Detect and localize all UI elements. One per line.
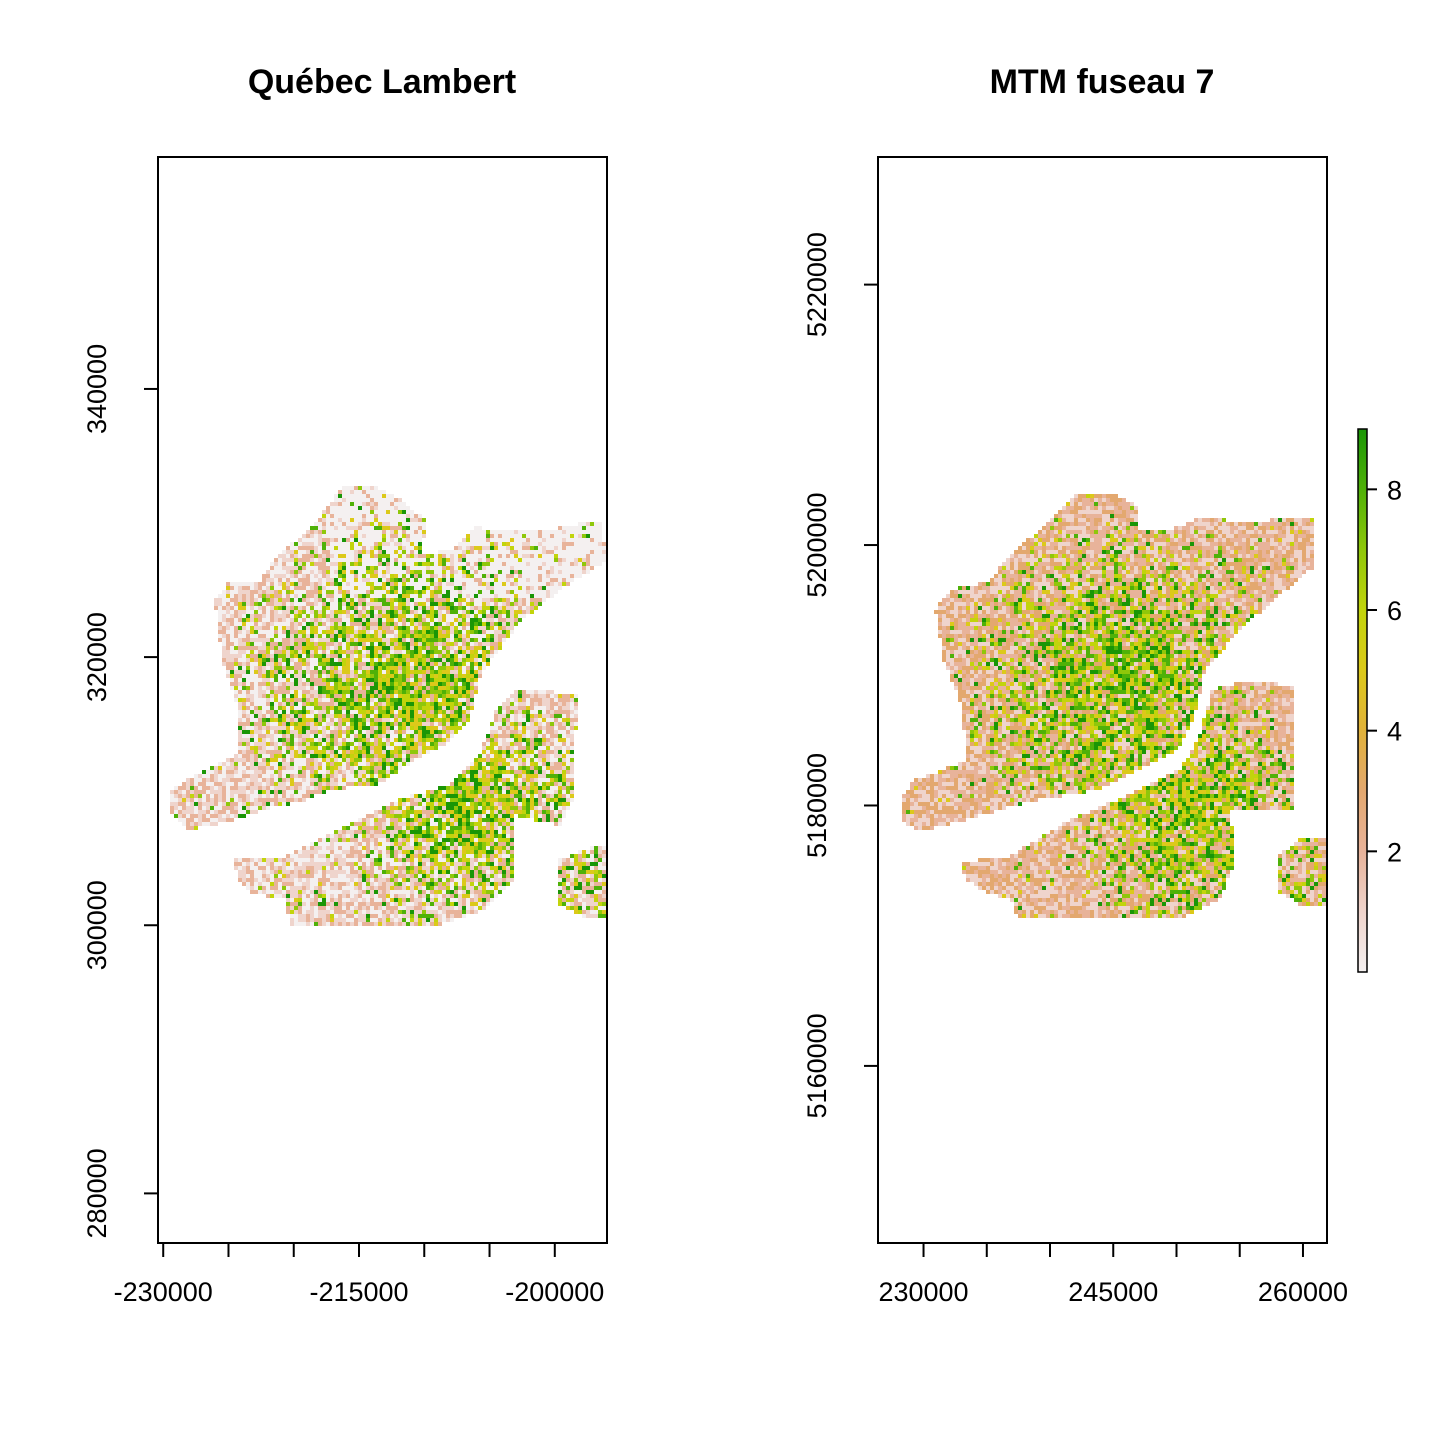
y-tick-label: 5160000 bbox=[802, 1013, 832, 1118]
y-tick-label: 280000 bbox=[82, 1148, 112, 1238]
y-tick-label: 320000 bbox=[82, 612, 112, 702]
panel-title-quebec-lambert: Québec Lambert bbox=[248, 63, 516, 101]
land-cover-raster-mtm-fuseau-7 bbox=[902, 494, 1326, 918]
x-tick-label: 245000 bbox=[1068, 1277, 1158, 1307]
x-tick-label: -215000 bbox=[309, 1277, 408, 1307]
y-tick-label: 5200000 bbox=[802, 492, 832, 597]
legend-color-ramp bbox=[1357, 428, 1368, 973]
x-tick-label: -200000 bbox=[505, 1277, 604, 1307]
panel-quebec-lambert: Québec Lambert -230000 -215000 -200000 280… bbox=[82, 63, 608, 1307]
y-tick-label: 5220000 bbox=[802, 232, 832, 337]
land-cover-raster-quebec-lambert bbox=[170, 486, 606, 926]
legend-tick-label: 6 bbox=[1387, 596, 1402, 626]
y-axis-quebec-lambert: 280000 300000 320000 340000 bbox=[82, 344, 159, 1238]
legend-tick-label: 8 bbox=[1387, 475, 1402, 505]
x-tick-label: 260000 bbox=[1258, 1277, 1348, 1307]
legend-colorbar: 2 4 6 8 bbox=[1357, 428, 1402, 973]
y-tick-label: 340000 bbox=[82, 344, 112, 434]
y-axis-mtm-fuseau-7: 5160000 5180000 5200000 5220000 bbox=[802, 232, 879, 1118]
x-axis-quebec-lambert: -230000 -215000 -200000 bbox=[114, 1242, 604, 1307]
x-axis-mtm-fuseau-7: 230000 245000 260000 bbox=[878, 1242, 1348, 1307]
y-tick-label: 300000 bbox=[82, 880, 112, 970]
panel-title-mtm-fuseau-7: MTM fuseau 7 bbox=[990, 63, 1215, 101]
panel-mtm-fuseau-7: MTM fuseau 7 230000 245000 260000 51600005… bbox=[802, 63, 1348, 1307]
legend-tick-label: 4 bbox=[1387, 717, 1402, 747]
y-tick-label: 5180000 bbox=[802, 753, 832, 858]
legend-tick-label: 2 bbox=[1387, 837, 1402, 867]
x-tick-label: 230000 bbox=[878, 1277, 968, 1307]
legend-ticks: 2 4 6 8 bbox=[1367, 475, 1402, 867]
x-tick-label: -230000 bbox=[114, 1277, 213, 1307]
